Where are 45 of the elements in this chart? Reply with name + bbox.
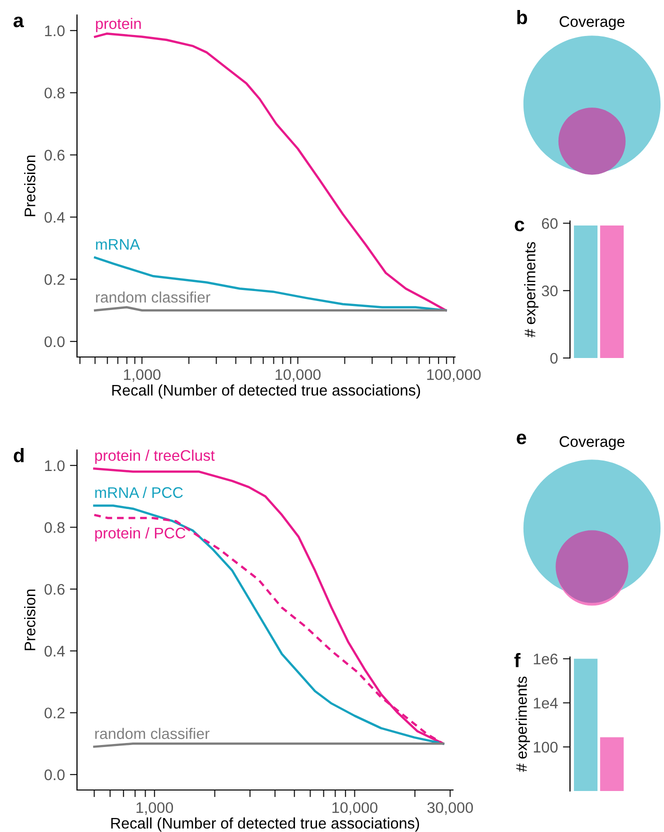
y-tick-label: 60 [542, 218, 558, 229]
y-tick-label: 0.2 [44, 274, 64, 285]
y-tick-label: 0.8 [44, 522, 65, 533]
text: Coverage [560, 16, 624, 30]
y-tick-label: 0.6 [44, 150, 65, 161]
x-tick-label: 30,000 [427, 802, 473, 815]
series-label: random classifier [95, 728, 210, 740]
y-tick-label: 0.0 [44, 769, 65, 780]
x-tick-label: 1,000 [136, 802, 174, 815]
y-tick-label: 0.6 [44, 584, 65, 595]
y-tick-label: 1.0 [45, 25, 65, 36]
y-axis-title: # experiments [516, 676, 530, 772]
y-tick-label: 0.4 [44, 212, 65, 223]
y-tick-label: 0.4 [44, 646, 65, 657]
text: d [14, 448, 24, 462]
text: Coverage [560, 436, 624, 450]
series-label: random classifier [96, 291, 210, 303]
series-label: protein / treeClust [95, 450, 215, 464]
y-tick-label: 1.0 [45, 460, 65, 472]
text: f [514, 653, 521, 668]
y-axis-title: Precision [24, 590, 36, 650]
series-label: protein / PCC [95, 527, 186, 542]
y-axis-title: # experiments [524, 242, 538, 338]
y-axis-title: Precision [24, 156, 36, 216]
x-axis-title: Recall (Number of detected true associations) [112, 384, 420, 399]
y-tick-label: 0 [550, 352, 558, 364]
y-tick-label: 0.0 [44, 336, 65, 348]
text: c [514, 220, 524, 232]
y-tick-label: 100 [534, 742, 558, 753]
text: a [14, 16, 24, 28]
series-label: mRNA [96, 239, 140, 250]
x-tick-label: 10,000 [332, 802, 378, 815]
text: b [517, 10, 528, 24]
x-axis-title: Recall (Number of detected true associations) [111, 817, 420, 832]
y-tick-label: 0.8 [44, 88, 65, 98]
y-tick-label: 1e4 [534, 698, 558, 709]
x-tick-label: 100,000 [427, 369, 481, 382]
text: e [516, 434, 526, 444]
y-tick-label: 1e6 [534, 654, 558, 664]
x-tick-label: 10,000 [276, 369, 321, 382]
series-label: protein [96, 18, 141, 32]
y-tick-label: 30 [542, 285, 558, 296]
y-tick-label: 0.2 [44, 708, 64, 718]
x-tick-label: 1,000 [124, 369, 160, 382]
series-label: mRNA / PCC [95, 486, 183, 498]
